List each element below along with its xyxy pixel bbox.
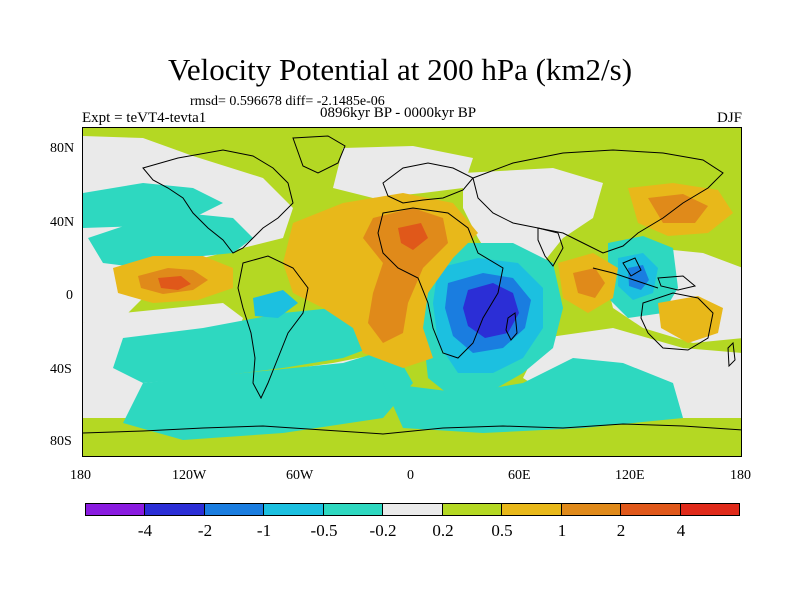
colorbar (85, 503, 740, 516)
colorbar-label: -2 (197, 521, 213, 540)
colorbar-label: -0.2 (369, 521, 397, 540)
x-tick-60w: 60W (286, 468, 314, 483)
coastline-antarctica (83, 423, 741, 435)
negative-region-south-indian (383, 358, 683, 433)
neutral-region-north-atlantic (333, 146, 473, 198)
positive-region-africa-core (398, 223, 428, 250)
negative-region-africa-core (463, 283, 519, 338)
negative-region-pacific-north (83, 183, 223, 228)
colorbar-segment (204, 504, 265, 515)
coastline-europe (382, 162, 474, 204)
colorbar-segment (561, 504, 622, 515)
coastline-new-guinea (657, 275, 697, 291)
y-tick-0: 0 (66, 288, 73, 303)
coastline-asia (472, 149, 724, 254)
x-tick-120w: 120W (172, 468, 207, 483)
x-tick-180w: 180 (70, 468, 91, 483)
colorbar-label: -0.5 (310, 521, 338, 540)
coastline-north-america (142, 149, 294, 254)
colorbar-segment (680, 504, 739, 515)
velocity-potential-map (82, 127, 742, 457)
coastline-south-america (237, 255, 309, 400)
season-label: DJF (716, 110, 742, 126)
colorbar-label: -4 (137, 521, 153, 540)
colorbar-segment (383, 504, 443, 515)
experiment-label: Expt = teVT4-tevta1 (82, 110, 207, 126)
coastline-new-zealand (727, 341, 736, 368)
negative-region-south-atlantic (123, 348, 413, 440)
coastline-borneo (622, 257, 642, 277)
coastline-indonesia (592, 267, 659, 289)
colorbar-label: -1 (256, 521, 272, 540)
map-canvas (83, 128, 741, 456)
x-tick-120e: 120E (615, 468, 645, 483)
positive-region-asia-strong (648, 194, 708, 223)
coastline-africa (377, 207, 504, 359)
period-label: 0896kyr BP - 0000kyr BP (320, 105, 477, 121)
y-tick-40N: 40N (50, 215, 75, 230)
coastline-australia (640, 292, 714, 351)
colorbar-label: 0.2 (432, 521, 454, 540)
negative-region-pacific (88, 213, 253, 268)
negative-region-atlantic-small (253, 290, 298, 318)
y-tick-80S: 80S (50, 434, 72, 449)
x-tick-180e: 180 (730, 468, 751, 483)
plot-title: Velocity Potential at 200 hPa (km2/s) (167, 52, 633, 87)
y-tick-80N: 80N (50, 141, 75, 156)
colorbar-label: 2 (616, 521, 626, 540)
colorbar-segment (442, 504, 503, 515)
colorbar-segment (86, 504, 146, 515)
y-tick-40S: 40S (50, 362, 72, 377)
colorbar-segment (621, 504, 681, 515)
positive-region-africa-strong (363, 208, 448, 343)
colorbar-segment (264, 504, 324, 515)
stats-line: rmsd= 0.596678 diff= -2.1485e-06 (190, 94, 385, 109)
colorbar-segment (502, 504, 562, 515)
colorbar-label: 4 (676, 521, 686, 540)
colorbar-label: 0.5 (491, 521, 513, 540)
positive-region-australia (658, 296, 723, 343)
coastline-india (537, 227, 564, 267)
x-tick-0: 0 (407, 468, 414, 483)
positive-region-pacific-core (158, 276, 191, 290)
coastline-greenland (292, 135, 346, 174)
colorbar-segment (145, 504, 205, 515)
positive-region-indonesia-strong (573, 268, 605, 298)
coastlines (83, 135, 741, 435)
coastline-madagascar (505, 312, 518, 341)
colorbar-label: 1 (557, 521, 567, 540)
negative-region-southern-band (113, 308, 383, 383)
x-tick-60e: 60E (508, 468, 531, 483)
colorbar-segment (323, 504, 384, 515)
